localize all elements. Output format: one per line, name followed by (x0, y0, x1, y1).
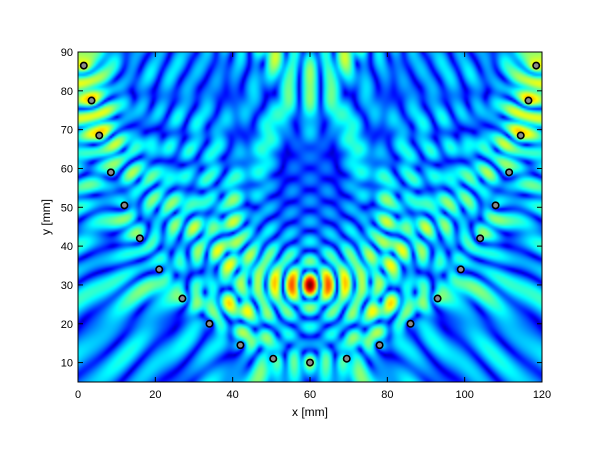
y-tick-label: 30 (61, 280, 73, 292)
x-tick-label: 20 (149, 389, 161, 401)
heatmap-image (78, 52, 542, 382)
x-tick-label: 60 (304, 389, 316, 401)
transducer-marker (433, 294, 442, 303)
transducer-marker (135, 234, 144, 243)
x-axis-label: x [mm] (292, 405, 328, 419)
y-axis-ticks: 10 20 30 40 50 60 70 80 90 (61, 47, 542, 370)
transducer-marker (205, 319, 214, 328)
transducer-marker (95, 131, 104, 140)
y-axis-label: y [mm] (39, 199, 53, 235)
transducer-markers (79, 61, 541, 367)
transducer-marker (305, 358, 314, 367)
y-tick-label: 10 (61, 358, 73, 370)
transducer-marker (79, 61, 88, 70)
x-tick-label: 100 (455, 389, 473, 401)
transducer-marker (178, 294, 187, 303)
transducer-marker (524, 96, 533, 105)
transducer-marker (476, 234, 485, 243)
transducer-marker (87, 96, 96, 105)
transducer-marker (516, 131, 525, 140)
y-tick-label: 50 (61, 202, 73, 214)
y-tick-label: 20 (61, 319, 73, 331)
transducer-marker (120, 201, 129, 210)
x-axis-ticks: 0 20 40 60 80 100 120 (75, 52, 551, 401)
transducer-marker (236, 341, 245, 350)
transducer-marker (505, 168, 514, 177)
y-tick-label: 40 (61, 241, 73, 253)
y-tick-label: 60 (61, 163, 73, 175)
x-tick-label: 0 (75, 389, 81, 401)
transducer-marker (456, 265, 465, 274)
x-tick-label: 40 (227, 389, 239, 401)
x-tick-label: 80 (381, 389, 393, 401)
transducer-marker (532, 61, 541, 70)
transducer-marker (375, 341, 384, 350)
y-tick-label: 80 (61, 86, 73, 98)
y-tick-label: 90 (61, 47, 73, 59)
plot-area (77, 51, 543, 383)
transducer-marker (106, 168, 115, 177)
x-tick-label: 120 (533, 389, 551, 401)
transducer-marker (342, 354, 351, 363)
transducer-marker (269, 354, 278, 363)
transducer-marker (155, 265, 164, 274)
y-tick-label: 70 (61, 125, 73, 137)
transducer-marker (406, 319, 415, 328)
transducer-marker (491, 201, 500, 210)
